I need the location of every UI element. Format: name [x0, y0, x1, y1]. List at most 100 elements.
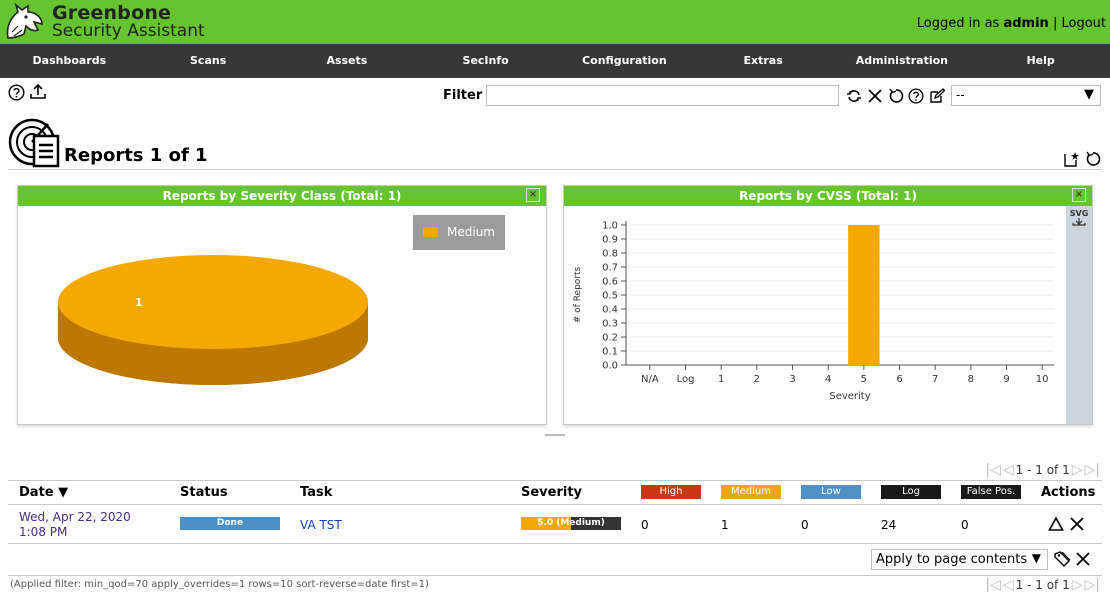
chevron-down-icon: ▼: [1084, 87, 1094, 102]
count-low: 0: [801, 518, 809, 532]
close-icon[interactable]: ×: [526, 188, 540, 202]
cvss-panel-title: Reports by CVSS (Total: 1): [739, 189, 917, 203]
username: admin: [1003, 16, 1049, 31]
count-log: 24: [881, 518, 897, 532]
filter-input[interactable]: [486, 85, 839, 106]
x-tick-label: Log: [677, 374, 695, 385]
bar-severity-5: [848, 225, 880, 365]
last-page-icon[interactable]: ▷|: [1084, 577, 1100, 593]
header-divider: [8, 504, 1102, 505]
nav-administration[interactable]: Administration: [855, 54, 949, 67]
new-dashboard-icon[interactable]: [1062, 150, 1080, 168]
y-tick-label: 0.0: [602, 361, 618, 372]
x-tick-label: 2: [754, 374, 760, 385]
close-icon[interactable]: ×: [1072, 188, 1086, 202]
cvss-bar-chart: 0.0 0.1 0.2 0.3 0.4 0.5 0.6 0.7 0.8 0.9 1.0 N/A Log 1…: [573, 221, 1054, 402]
col-status[interactable]: Status: [180, 485, 228, 500]
first-page-icon[interactable]: |◁: [985, 462, 1001, 478]
cvss-panel: Reports by CVSS (Total: 1) × 0.0 0.1 0.2 0.…: [563, 185, 1093, 425]
y-tick-label: 0.5: [602, 291, 618, 302]
filter-help-icon[interactable]: [907, 87, 925, 105]
clear-filter-icon[interactable]: [866, 87, 884, 105]
col-severity[interactable]: Severity: [521, 485, 583, 500]
nav-scans[interactable]: Scans: [190, 54, 227, 67]
login-separator: |: [1052, 16, 1058, 31]
y-tick-label: 0.1: [602, 347, 618, 358]
x-tick-label: 6: [896, 374, 902, 385]
upload-icon[interactable]: [29, 82, 47, 100]
pagination-text: 1 - 1 of 1: [1015, 578, 1070, 592]
brand-title: Greenbone: [52, 2, 172, 24]
download-svg-button[interactable]: SVG: [1069, 209, 1089, 228]
count-high: 0: [641, 518, 649, 532]
cvss-panel-header[interactable]: Reports by CVSS (Total: 1) ×: [564, 186, 1092, 206]
greenbone-logo-icon[interactable]: [4, 2, 46, 42]
logout-link[interactable]: Logout: [1061, 16, 1106, 31]
pie-slice-medium[interactable]: [58, 255, 368, 349]
y-tick-label: 0.4: [602, 305, 618, 316]
col-false-pos-badge[interactable]: False Pos.: [961, 485, 1021, 499]
delete-icon[interactable]: [1068, 515, 1086, 533]
pie-legend[interactable]: Medium: [413, 215, 505, 250]
x-axis-label: Severity: [829, 391, 870, 402]
severity-class-panel-header[interactable]: Reports by Severity Class (Total: 1) ×: [18, 186, 546, 206]
col-medium-badge[interactable]: Medium: [721, 485, 781, 499]
filter-label: Filter: [443, 88, 483, 103]
severity-bar: 5.0 (Medium): [521, 517, 621, 530]
col-task[interactable]: Task: [300, 485, 333, 500]
x-tick-label: 8: [968, 374, 974, 385]
last-page-icon[interactable]: ▷|: [1084, 462, 1100, 478]
report-date-link[interactable]: Wed, Apr 22, 2020 1:08 PM: [19, 510, 159, 540]
x-tick-label: 4: [825, 374, 831, 385]
nav-help[interactable]: Help: [1026, 54, 1055, 67]
col-date[interactable]: Date ▼: [19, 485, 69, 500]
logged-in-label: Logged in as: [916, 16, 1000, 31]
x-tick-label: N/A: [641, 374, 659, 385]
x-tick-label: 1: [718, 374, 724, 385]
chart-side-toolbar: SVG: [1066, 206, 1092, 424]
nav-extras[interactable]: Extras: [743, 54, 783, 67]
help-icon[interactable]: [7, 83, 25, 101]
y-axis-label: # of Reports: [573, 266, 583, 323]
tag-icon[interactable]: [1053, 550, 1071, 568]
pagination-top: |◁ ◁ 1 - 1 of 1 ▷ ▷|: [985, 462, 1100, 478]
row-divider: [8, 543, 1102, 544]
refresh-filter-icon[interactable]: [845, 87, 863, 105]
previous-page-icon[interactable]: ◁: [1002, 577, 1014, 593]
next-page-icon[interactable]: ▷: [1071, 577, 1083, 593]
x-tick-label: 10: [1036, 374, 1049, 385]
nav-secinfo[interactable]: SecInfo: [462, 54, 509, 67]
severity-text: 5.0 (Medium): [537, 518, 605, 528]
edit-filter-icon[interactable]: [928, 87, 946, 105]
reset-dashboard-icon[interactable]: [1084, 150, 1102, 168]
severity-pie-chart: 1: [58, 255, 368, 385]
report-date: Wed, Apr 22, 2020: [19, 510, 131, 524]
reset-filter-icon[interactable]: [887, 87, 905, 105]
title-divider: [8, 169, 1102, 170]
brand-subtitle: Security Assistant: [52, 21, 205, 41]
pie-slice-label: 1: [135, 296, 143, 309]
col-log-badge[interactable]: Log: [881, 485, 941, 499]
y-tick-label: 0.7: [602, 263, 618, 274]
next-page-icon[interactable]: ▷: [1071, 462, 1083, 478]
col-high-badge[interactable]: High: [641, 485, 701, 499]
status-bar: Done: [180, 517, 280, 530]
filter-select[interactable]: -- ▼: [951, 85, 1101, 106]
legend-swatch-medium: [423, 226, 438, 237]
resize-handle[interactable]: [545, 434, 565, 436]
table-top-rule: [8, 480, 1102, 481]
delta-icon[interactable]: [1047, 515, 1065, 533]
y-tick-label: 0.3: [602, 319, 618, 330]
severity-bar-fill: [521, 517, 571, 530]
apply-to-select[interactable]: Apply to page contents ▼: [871, 549, 1048, 570]
bulk-delete-icon[interactable]: [1074, 550, 1092, 568]
y-tick-label: 0.6: [602, 277, 618, 288]
previous-page-icon[interactable]: ◁: [1002, 462, 1014, 478]
nav-dashboards[interactable]: Dashboards: [32, 54, 107, 67]
first-page-icon[interactable]: |◁: [985, 577, 1001, 593]
nav-configuration[interactable]: Configuration: [582, 54, 667, 67]
col-low-badge[interactable]: Low: [801, 485, 861, 499]
legend-label-medium: Medium: [447, 225, 495, 239]
nav-assets[interactable]: Assets: [326, 54, 368, 67]
task-link[interactable]: VA TST: [300, 518, 342, 532]
